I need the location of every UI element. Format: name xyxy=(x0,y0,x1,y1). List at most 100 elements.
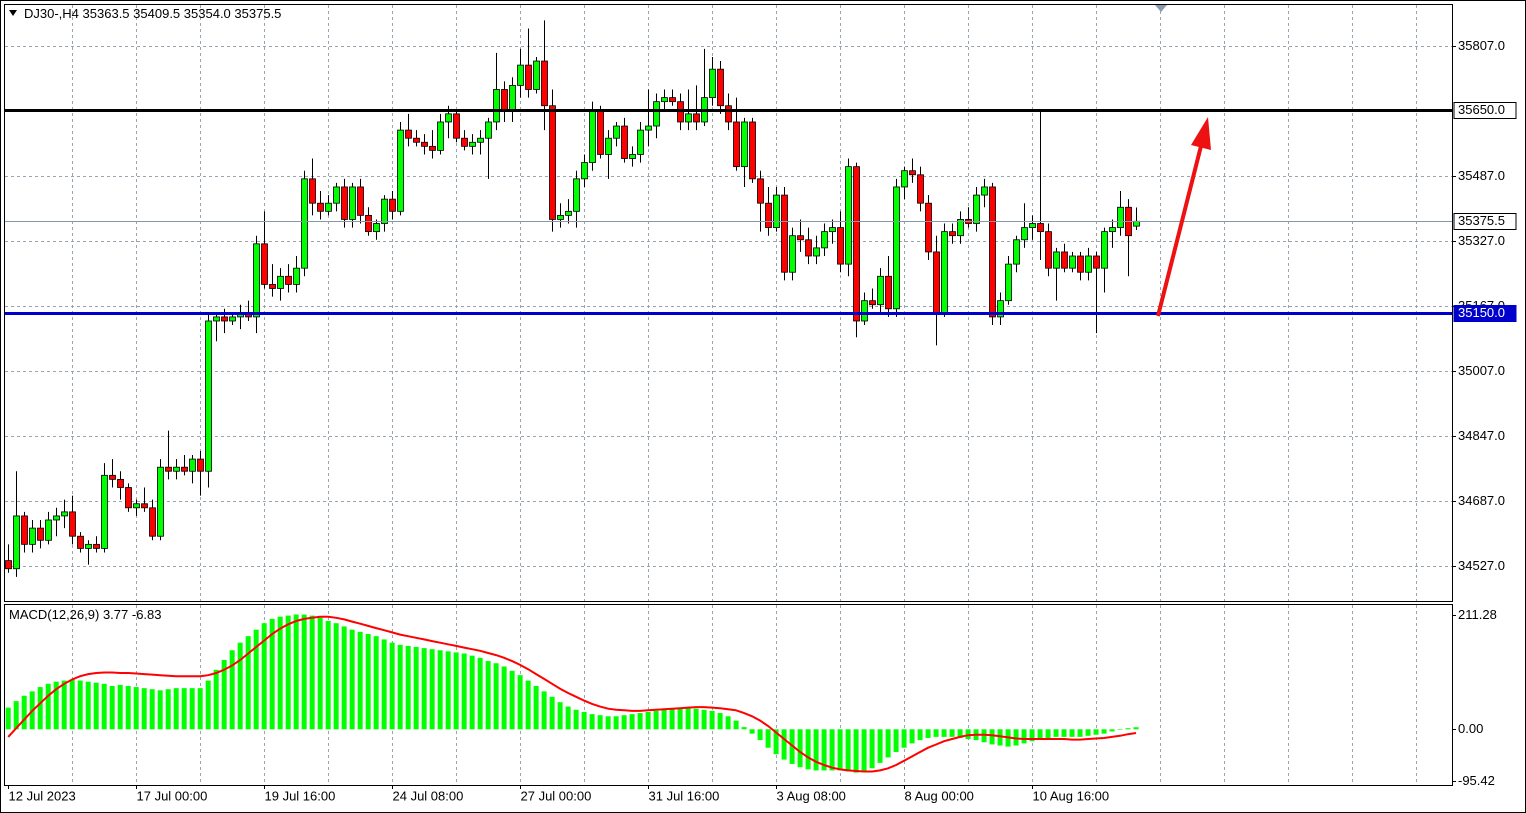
macd-bar xyxy=(5,707,11,730)
y-tick-label: 211.28 xyxy=(1458,607,1497,622)
macd-bar xyxy=(741,727,747,730)
macd-bar xyxy=(485,661,491,730)
macd-bar xyxy=(869,729,875,769)
macd-bar xyxy=(637,713,643,730)
macd-bar xyxy=(45,683,51,730)
candle-body xyxy=(981,186,988,196)
macd-bar xyxy=(901,729,907,748)
candle-body xyxy=(149,507,156,537)
candle-body xyxy=(1077,255,1084,273)
candle-body xyxy=(365,214,372,233)
macd-bar xyxy=(749,729,755,734)
level-label: 35650.0 xyxy=(1458,102,1505,117)
macd-bar xyxy=(621,715,627,730)
candle-body xyxy=(325,202,332,212)
candle-body xyxy=(525,64,532,90)
macd-bar xyxy=(933,729,939,737)
candle-body xyxy=(1117,206,1124,228)
macd-bar xyxy=(965,729,971,740)
macd-bar xyxy=(173,688,179,730)
macd-bar xyxy=(629,714,635,730)
macd-bar xyxy=(37,687,43,730)
macd-bar xyxy=(13,701,19,730)
arrow-shaft xyxy=(1156,145,1203,317)
macd-bar xyxy=(61,680,67,730)
macd-bar xyxy=(877,729,883,763)
candle-body xyxy=(573,178,580,212)
x-tick-label: 10 Aug 16:00 xyxy=(1033,788,1110,803)
candle-body xyxy=(501,89,508,111)
candle-body xyxy=(941,231,948,314)
candle-body xyxy=(589,109,596,163)
candle-body xyxy=(109,474,116,480)
macd-bar xyxy=(565,706,571,730)
candle-body xyxy=(165,466,172,472)
candle-body xyxy=(533,60,540,90)
macd-value: 3.77 xyxy=(103,607,128,622)
candle-body xyxy=(1029,223,1036,228)
macd-bar xyxy=(397,644,403,730)
candle-body xyxy=(653,101,660,127)
candle-body xyxy=(485,121,492,139)
macd-bar xyxy=(909,729,915,744)
macd-bar xyxy=(541,691,547,730)
macd-label: MACD(12,26,9) xyxy=(9,607,99,622)
candle-body xyxy=(749,121,756,180)
macd-bar xyxy=(373,636,379,730)
candle-body xyxy=(229,316,236,322)
macd-bar xyxy=(101,683,107,730)
macd-bar xyxy=(381,639,387,730)
symbol: DJ30-,H4 xyxy=(24,6,79,21)
candle-body xyxy=(877,275,884,306)
macd-bar xyxy=(269,618,275,730)
macd-bar xyxy=(165,689,171,730)
candle-body xyxy=(453,113,460,139)
macd-bar xyxy=(941,729,947,737)
macd-bar xyxy=(93,682,99,730)
candle-body xyxy=(285,275,292,285)
macd-bar xyxy=(757,729,763,741)
macd-bar xyxy=(501,666,507,730)
candle-body xyxy=(709,68,716,99)
macd-bar xyxy=(1069,729,1075,737)
candle-body xyxy=(1037,223,1044,233)
candle-body xyxy=(797,235,804,241)
macd-bar xyxy=(717,713,723,730)
candle-body xyxy=(1101,231,1108,269)
macd-bar xyxy=(109,685,115,730)
macd-bar xyxy=(141,688,147,730)
macd-bar xyxy=(549,696,555,730)
candle-body xyxy=(693,113,700,123)
macd-bar xyxy=(533,685,539,730)
macd-bar xyxy=(85,681,91,730)
candle-body xyxy=(517,64,524,86)
candle-body xyxy=(381,198,388,224)
macd-bar xyxy=(317,617,323,730)
candle-body xyxy=(77,535,84,549)
macd-bar xyxy=(285,615,291,730)
candle-body xyxy=(925,202,932,253)
macd-bar xyxy=(453,652,459,730)
macd-bar xyxy=(197,688,203,730)
macd-bar xyxy=(733,720,739,730)
candle-body xyxy=(309,178,316,204)
macd-bar xyxy=(1117,729,1123,730)
candle-body xyxy=(933,251,940,314)
macd-bar xyxy=(1101,729,1107,734)
y-tick-label: 34687.0 xyxy=(1458,493,1505,508)
y-tick-label: 35487.0 xyxy=(1458,168,1505,183)
candle-body xyxy=(101,474,108,549)
macd-bar xyxy=(253,629,259,730)
candle-body xyxy=(845,166,852,265)
macd-bar xyxy=(261,623,267,730)
macd-bar xyxy=(589,714,595,730)
candle-body xyxy=(829,227,836,233)
candle-body xyxy=(5,560,12,570)
candle-body xyxy=(957,219,964,237)
macd-bar xyxy=(1045,729,1051,738)
plot-layer: 34527.034687.034847.035007.035167.035327… xyxy=(5,5,1517,803)
x-tick-label: 31 Jul 16:00 xyxy=(649,788,720,803)
candle-body xyxy=(213,316,220,322)
x-tick-label: 19 Jul 16:00 xyxy=(265,788,336,803)
macd-bar xyxy=(1077,729,1083,737)
